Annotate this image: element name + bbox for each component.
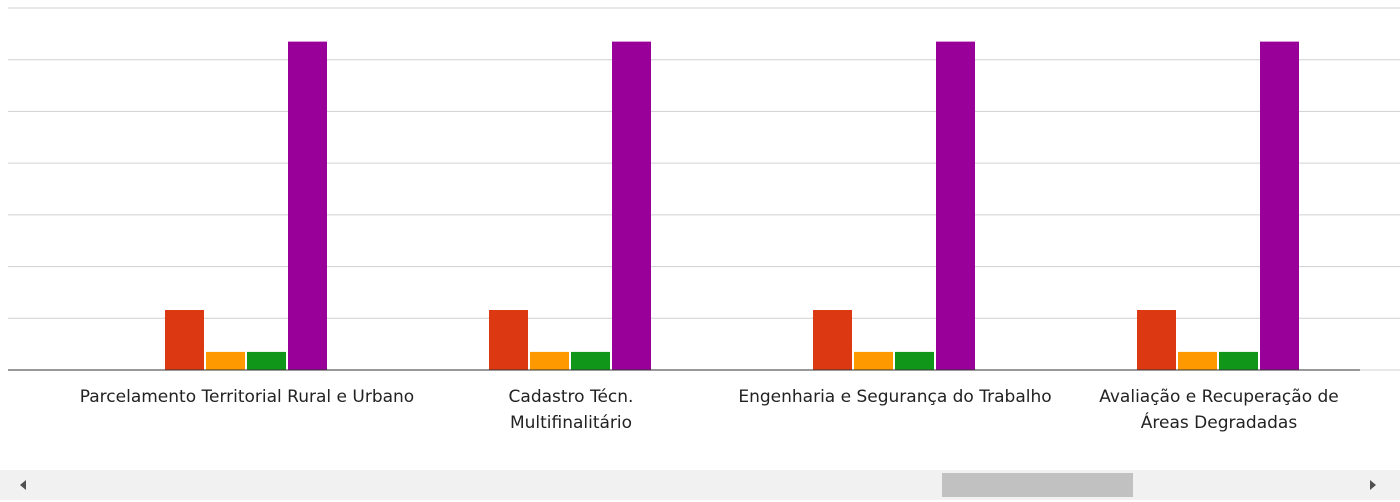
bar [165,310,204,370]
bar [1260,41,1299,370]
scroll-thumb[interactable] [942,473,1133,497]
chart [8,7,1400,371]
bar [206,351,245,370]
scroll-left[interactable] [20,480,26,490]
scrollbar[interactable] [0,470,1400,500]
x-tick-label: Avaliação e Recuperação de Áreas Degrada… [1099,387,1339,433]
bar [612,41,651,370]
bar [813,310,852,370]
bar [1178,351,1217,370]
scroll-arrows [20,480,1376,490]
scroll-right[interactable] [1370,480,1376,490]
bar [288,41,327,370]
bar [895,351,934,370]
x-tick-label: Parcelamento Territorial Rural e Urbano [79,387,415,407]
bar [1219,351,1258,370]
bar [1137,310,1176,370]
x-tick-label: Engenharia e Segurança do Trabalho [738,387,1052,407]
bar [936,41,975,370]
bar [247,351,286,370]
x-tick-label: Cadastro Técn. Multifinalitário [508,387,634,433]
bar [489,310,528,370]
bar [530,351,569,370]
bar [571,351,610,370]
bar [854,351,893,370]
